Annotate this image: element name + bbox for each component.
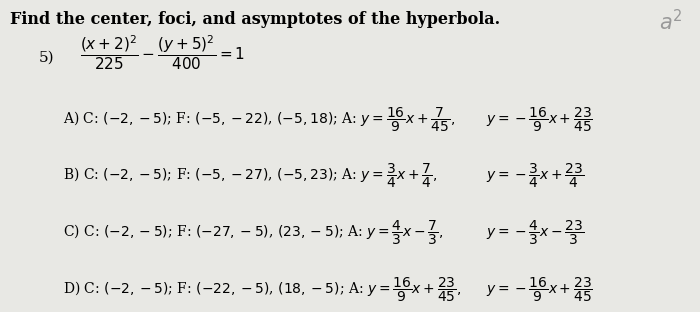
Text: D) C: $(-2, -5)$; F: $(-22, -5)$, $(18, -5)$; A: $y = \dfrac{16}{9}x+\dfrac{23}{: D) C: $(-2, -5)$; F: $(-22, -5)$, $(18, … — [63, 276, 461, 304]
Text: $\dfrac{(x+2)^{2}}{225}-\dfrac{(y+5)^{2}}{400}=1$: $\dfrac{(x+2)^{2}}{225}-\dfrac{(y+5)^{2}… — [80, 34, 246, 72]
Text: $y = -\dfrac{16}{9}x+\dfrac{23}{45}$: $y = -\dfrac{16}{9}x+\dfrac{23}{45}$ — [486, 276, 594, 304]
Text: B) C: $(-2, -5)$; F: $(-5, -27)$, $(-5, 23)$; A: $y = \dfrac{3}{4}x+\dfrac{7}{4}: B) C: $(-2, -5)$; F: $(-5, -27)$, $(-5, … — [63, 162, 438, 190]
Text: 5): 5) — [38, 51, 54, 65]
Text: A) C: $(-2, -5)$; F: $(-5, -22)$, $(-5, 18)$; A: $y = \dfrac{16}{9}x+\dfrac{7}{4: A) C: $(-2, -5)$; F: $(-5, -22)$, $(-5, … — [63, 106, 455, 134]
Text: $y = -\dfrac{16}{9}x+\dfrac{23}{45}$: $y = -\dfrac{16}{9}x+\dfrac{23}{45}$ — [486, 106, 594, 134]
Text: Find the center, foci, and asymptotes of the hyperbola.: Find the center, foci, and asymptotes of… — [10, 11, 500, 28]
Text: C) C: $(-2, -5)$; F: $(-27, -5)$, $(23, -5)$; A: $y = \dfrac{4}{3}x-\dfrac{7}{3}: C) C: $(-2, -5)$; F: $(-27, -5)$, $(23, … — [63, 218, 443, 246]
Text: $y = -\dfrac{4}{3}x-\dfrac{23}{3}$: $y = -\dfrac{4}{3}x-\dfrac{23}{3}$ — [486, 218, 584, 246]
Text: $a^{2}$: $a^{2}$ — [659, 9, 682, 35]
Text: $y = -\dfrac{3}{4}x+\dfrac{23}{4}$: $y = -\dfrac{3}{4}x+\dfrac{23}{4}$ — [486, 162, 584, 190]
